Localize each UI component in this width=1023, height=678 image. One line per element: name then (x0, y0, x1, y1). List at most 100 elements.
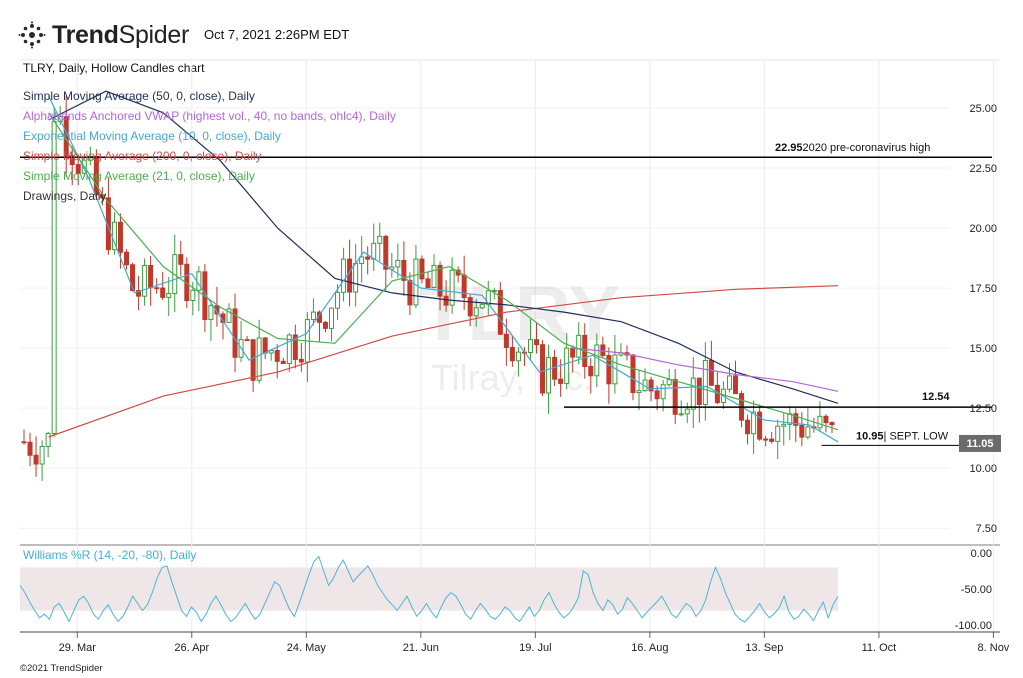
candle-body (69, 155, 75, 166)
williams-r-tick-label: -100.00 (955, 620, 992, 632)
candle-body (353, 262, 359, 293)
candle-body (696, 377, 702, 405)
x-tick-label: 29. Mar (59, 642, 97, 654)
candle-body (329, 307, 335, 329)
candle-body (347, 258, 353, 293)
candle-body (817, 415, 823, 429)
candle-body (365, 256, 371, 260)
candle-body (527, 339, 533, 353)
candle-body (732, 375, 738, 395)
candle-body (546, 356, 552, 394)
candle-body (154, 287, 160, 290)
candle-body (805, 426, 811, 438)
candle-body (298, 358, 304, 363)
candle-body (491, 289, 497, 292)
legend-item[interactable]: Simple Moving Average (200, 0, close), D… (23, 149, 262, 163)
legend-item[interactable]: Exponential Moving Average (10, 0, close… (23, 129, 281, 143)
candle-body (160, 287, 166, 298)
candle-body (823, 415, 829, 424)
candle-body (431, 264, 437, 288)
chart-grid (20, 59, 1000, 632)
candle-body (359, 256, 365, 264)
candle-body (208, 305, 214, 321)
candle-body (509, 346, 515, 362)
legend-item[interactable]: Simple Moving Average (21, 0, close), Da… (23, 169, 255, 183)
y-tick-label: 10.00 (969, 463, 997, 475)
candle-body (594, 344, 600, 377)
annotation-2295: 22.952020 pre-coronavirus high (775, 142, 930, 154)
candle-body (292, 334, 298, 360)
candle-body (190, 289, 196, 301)
candle-body (443, 295, 449, 306)
legend-item[interactable]: Drawings, Daily (23, 189, 107, 203)
candle-body (769, 438, 775, 442)
candle-body (636, 390, 642, 394)
candle-body (244, 339, 250, 342)
candle-body (274, 350, 280, 362)
legend-item[interactable]: Alphatrends Anchored VWAP (highest vol.,… (23, 109, 396, 123)
drawings: 22.952020 pre-coronavirus high 12.54 10.95… (20, 142, 1001, 452)
axes: 29. Mar 26. Apr 24. May 21. Jun 19. Jul 16. A… (20, 103, 1010, 654)
candle-body (757, 411, 763, 440)
candle-body (27, 441, 33, 456)
candle-body (600, 344, 606, 357)
candle-body (793, 413, 799, 426)
indicator-legend[interactable]: Simple Moving Average (50, 0, close), Da… (23, 86, 396, 206)
candle-body (33, 454, 39, 465)
trendspider-logo: TrendSpider (18, 18, 189, 52)
candle-body (708, 359, 714, 386)
candle-body (142, 264, 148, 297)
candle-body (461, 274, 467, 299)
candle-body (87, 155, 93, 161)
y-tick-label: 20.00 (969, 223, 997, 235)
candle-body (473, 307, 479, 317)
candle-body (395, 259, 401, 268)
x-tick-label: 24. May (287, 642, 327, 654)
candle-body (745, 419, 751, 435)
legend-item[interactable]: Simple Moving Average (50, 0, close), Da… (23, 89, 255, 103)
indicator-line (48, 112, 839, 431)
candle-body (666, 379, 672, 386)
candle-body (503, 333, 509, 348)
candle-body (479, 303, 485, 309)
candle-body (250, 339, 256, 381)
annotation-sept-low: 10.95| SEPT. LOW (856, 430, 949, 442)
candle-body (93, 155, 99, 196)
candle-body (130, 264, 136, 292)
candle-body (335, 291, 341, 309)
candle-body (341, 258, 347, 293)
candle-body (136, 290, 142, 297)
candle-body (564, 347, 570, 384)
candle-body (570, 347, 576, 358)
candle-body (166, 293, 172, 298)
x-tick-label: 16. Aug (631, 642, 668, 654)
x-tick-label: 21. Jun (403, 642, 439, 654)
candle-body (407, 279, 413, 306)
williams-r-label[interactable]: Williams %R (14, -20, -80), Daily (23, 548, 197, 562)
candle-body (401, 259, 407, 281)
williams-r-panel: 0.00 -50.00 -100.00 (19, 548, 992, 632)
candle-body (419, 258, 425, 280)
last-price-badge (959, 434, 1001, 452)
candle-body (21, 441, 27, 444)
candle-body (534, 339, 540, 346)
chart-title: TLRY, Daily, Hollow Candles chart (23, 61, 205, 75)
candle-body (256, 337, 262, 381)
indicator-line (48, 285, 839, 438)
candle-body (322, 321, 328, 329)
williams-r-line (19, 555, 839, 623)
candle-body (630, 354, 636, 394)
last-price-label: 11.05 (967, 438, 994, 450)
candle-body (497, 289, 503, 335)
x-tick-label: 13. Sep (745, 642, 783, 654)
candle-body (148, 264, 154, 289)
chart-timestamp: Oct 7, 2021 2:26PM EDT (204, 27, 350, 42)
candle-body (124, 251, 130, 266)
spider-icon (18, 21, 46, 49)
candle-body (232, 308, 238, 358)
candle-body (178, 254, 184, 265)
candle-body (672, 379, 678, 415)
x-tick-label: 26. Apr (174, 642, 209, 654)
candle-body (117, 221, 123, 253)
